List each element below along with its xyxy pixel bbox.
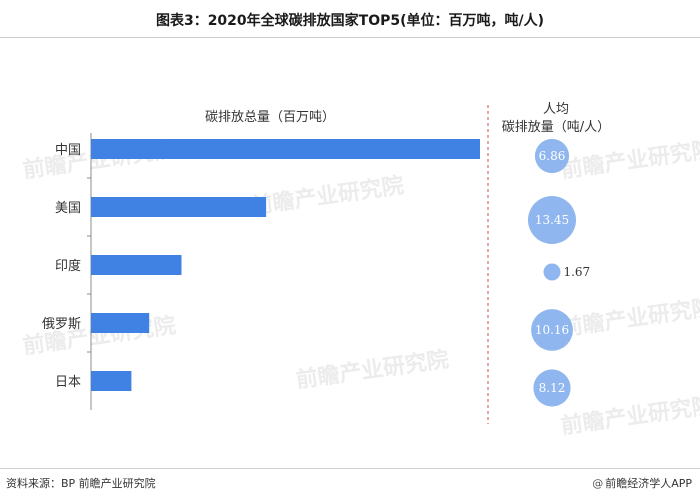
category-label: 俄罗斯 [42, 317, 81, 332]
brand-name: 前瞻经济学人APP [605, 477, 692, 490]
category-label: 日本 [55, 375, 81, 390]
top-divider [0, 37, 700, 38]
bubble-value-label: 13.45 [535, 213, 569, 227]
bubble [531, 309, 573, 351]
bubble [534, 138, 570, 174]
category-label: 印度 [55, 258, 81, 274]
bar [91, 313, 150, 333]
bar [91, 139, 480, 159]
bubble [533, 369, 571, 407]
bubble-value-label: 1.67 [563, 265, 590, 279]
bubble [543, 263, 561, 281]
chart-title: 图表3：2020年全球碳排放国家TOP5(单位：百万吨，吨/人) [155, 13, 545, 29]
source-note: 资料来源：BP 前瞻产业研究院 [6, 477, 156, 490]
bar [91, 255, 182, 275]
bubble-value-label: 6.86 [539, 149, 566, 163]
bar [91, 371, 132, 391]
bubble-value-label: 10.16 [535, 323, 569, 337]
bar [91, 197, 267, 217]
brand-logo-icon: @ [592, 477, 604, 490]
category-label: 美国 [55, 201, 81, 216]
bubble-value-label: 8.12 [539, 381, 566, 395]
bubble [528, 196, 576, 244]
brand-credit: @ 前瞻经济学人APP [592, 475, 692, 491]
bar-series-label: 碳排放总量（百万吨） [205, 110, 335, 125]
bottom-divider [0, 468, 700, 469]
bubble-series-label-line2: 碳排放量（吨/人） [502, 120, 610, 135]
bubble-series-label-line1: 人均 [543, 102, 569, 117]
category-label: 中国 [55, 143, 81, 158]
